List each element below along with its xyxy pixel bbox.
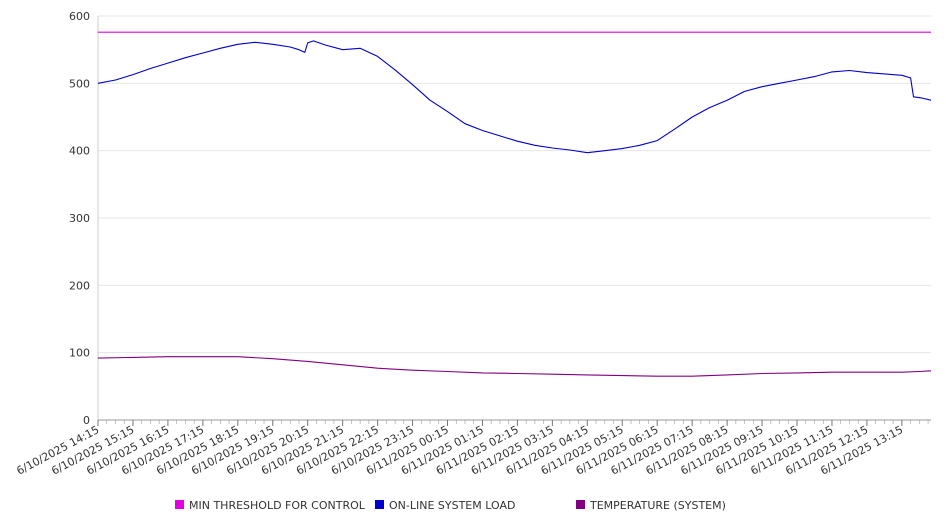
legend-swatch (576, 500, 585, 509)
y-tick-label: 200 (69, 279, 90, 292)
gridlines (98, 15, 931, 421)
plot-area (97, 31, 932, 377)
legend-label: TEMPERATURE (SYSTEM) (589, 499, 726, 512)
legend-item: ON-LINE SYSTEM LOAD (375, 499, 515, 512)
y-axis: 0 100 200 300 400 500 600 (69, 10, 99, 427)
legend-label: ON-LINE SYSTEM LOAD (389, 499, 515, 512)
legend-item: TEMPERATURE (SYSTEM) (576, 499, 726, 512)
legend-swatch (175, 500, 184, 509)
series-line-3 (97, 356, 932, 377)
y-tick-label: 400 (69, 145, 90, 158)
y-tick-label: 0 (83, 414, 90, 427)
x-axis: 6/10/2025 14:156/10/2025 15:156/10/2025 … (14, 419, 931, 478)
y-tick-label: 300 (69, 212, 90, 225)
legend-label: MIN THRESHOLD FOR CONTROL (189, 499, 366, 512)
y-tick-label: 500 (69, 77, 90, 90)
legend-swatch (375, 500, 384, 509)
legend-item: MIN THRESHOLD FOR CONTROL (175, 499, 366, 512)
y-tick-label: 100 (69, 347, 90, 360)
series-line-2 (97, 40, 932, 154)
y-tick-label: 600 (69, 10, 90, 23)
legend: MIN THRESHOLD FOR CONTROL ON-LINE SYSTEM … (175, 499, 726, 512)
